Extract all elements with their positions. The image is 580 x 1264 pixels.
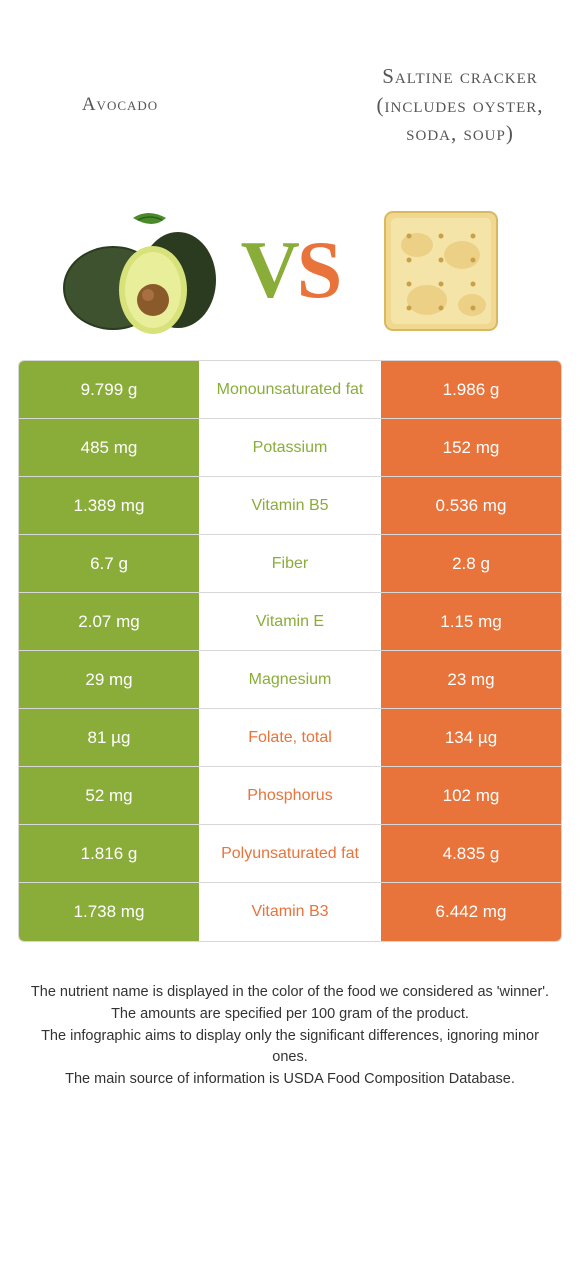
nutrient-label: Monounsaturated fat <box>199 361 381 418</box>
right-value: 1.15 mg <box>381 593 561 650</box>
avocado-image <box>58 200 223 340</box>
right-value: 134 µg <box>381 709 561 766</box>
right-value: 4.835 g <box>381 825 561 882</box>
vs-row: VS <box>0 200 580 360</box>
nutrient-label: Phosphorus <box>199 767 381 824</box>
table-row: 9.799 gMonounsaturated fat1.986 g <box>19 361 561 419</box>
table-row: 81 µgFolate, total134 µg <box>19 709 561 767</box>
table-row: 29 mgMagnesium23 mg <box>19 651 561 709</box>
left-value: 485 mg <box>19 419 199 476</box>
left-value: 9.799 g <box>19 361 199 418</box>
table-row: 2.07 mgVitamin E1.15 mg <box>19 593 561 651</box>
right-value: 23 mg <box>381 651 561 708</box>
nutrient-label: Vitamin B3 <box>199 883 381 941</box>
table-row: 1.389 mgVitamin B50.536 mg <box>19 477 561 535</box>
left-value: 1.738 mg <box>19 883 199 941</box>
table-row: 52 mgPhosphorus102 mg <box>19 767 561 825</box>
left-value: 52 mg <box>19 767 199 824</box>
left-value: 29 mg <box>19 651 199 708</box>
nutrient-label: Folate, total <box>199 709 381 766</box>
header: Avocado Saltine cracker (includes oyster… <box>0 0 580 200</box>
left-value: 1.816 g <box>19 825 199 882</box>
table-row: 1.816 gPolyunsaturated fat4.835 g <box>19 825 561 883</box>
nutrient-label: Vitamin B5 <box>199 477 381 534</box>
table-row: 6.7 gFiber2.8 g <box>19 535 561 593</box>
right-value: 0.536 mg <box>381 477 561 534</box>
right-value: 152 mg <box>381 419 561 476</box>
vs-v: V <box>241 224 297 315</box>
right-value: 6.442 mg <box>381 883 561 941</box>
footer-line: The main source of information is USDA F… <box>24 1069 556 1091</box>
footer-notes: The nutrient name is displayed in the co… <box>0 942 580 1091</box>
comparison-table: 9.799 gMonounsaturated fat1.986 g485 mgP… <box>18 360 562 942</box>
left-value: 81 µg <box>19 709 199 766</box>
nutrient-label: Magnesium <box>199 651 381 708</box>
left-food-title: Avocado <box>20 20 220 190</box>
vs-text: VS <box>241 223 340 317</box>
nutrient-label: Fiber <box>199 535 381 592</box>
nutrient-label: Vitamin E <box>199 593 381 650</box>
right-value: 2.8 g <box>381 535 561 592</box>
right-value: 1.986 g <box>381 361 561 418</box>
right-value: 102 mg <box>381 767 561 824</box>
left-value: 1.389 mg <box>19 477 199 534</box>
footer-line: The infographic aims to display only the… <box>24 1026 556 1070</box>
right-food-title: Saltine cracker (includes oyster, soda, … <box>360 20 560 190</box>
nutrient-label: Potassium <box>199 419 381 476</box>
cracker-image <box>357 200 522 340</box>
table-row: 1.738 mgVitamin B36.442 mg <box>19 883 561 941</box>
left-value: 2.07 mg <box>19 593 199 650</box>
footer-line: The amounts are specified per 100 gram o… <box>24 1004 556 1026</box>
vs-s: S <box>297 224 340 315</box>
table-row: 485 mgPotassium152 mg <box>19 419 561 477</box>
nutrient-label: Polyunsaturated fat <box>199 825 381 882</box>
footer-line: The nutrient name is displayed in the co… <box>24 982 556 1004</box>
left-value: 6.7 g <box>19 535 199 592</box>
